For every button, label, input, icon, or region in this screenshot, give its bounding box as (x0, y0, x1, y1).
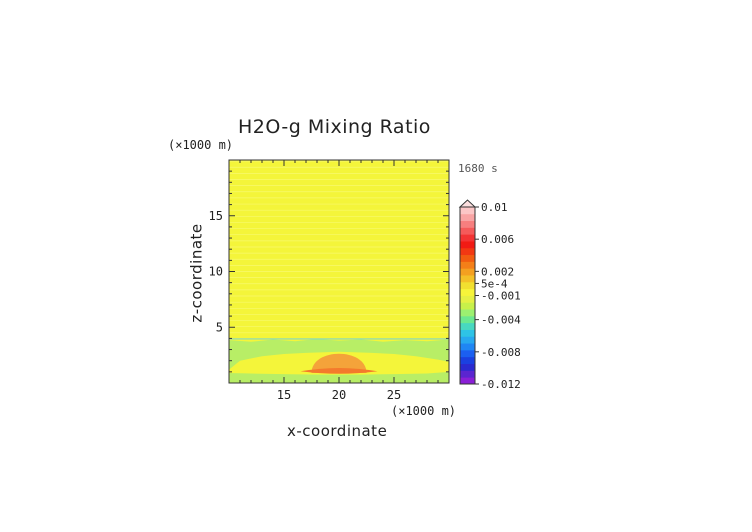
x-tick-label: 15 (277, 388, 291, 402)
colorbar-segment (460, 227, 475, 235)
x-unit-label: (×1000 m) (391, 404, 457, 418)
colorbar-segment (460, 363, 475, 371)
colorbar-segment (460, 315, 475, 324)
colorbar-segment (460, 309, 475, 317)
time-label: 1680 s (458, 162, 498, 175)
colorbar-tick-label: 5e-4 (481, 277, 508, 290)
colorbar-segment (460, 275, 475, 283)
colorbar-tick-label: 0.002 (481, 265, 514, 278)
colorbar-segment (460, 254, 475, 262)
colorbar-segment (460, 377, 475, 385)
colorbar-segment (460, 241, 475, 249)
colorbar-segment (460, 302, 475, 310)
chart-title: H2O-g Mixing Ratio (238, 116, 431, 138)
colorbar-segment (460, 207, 475, 215)
colorbar-tick-label: -0.008 (481, 346, 521, 359)
region-dome (311, 353, 367, 373)
colorbar-segment (460, 322, 475, 330)
colorbar-segment (460, 343, 475, 351)
y-axis-label: z-coordinate (187, 223, 206, 323)
colorbar-segment (460, 336, 475, 344)
contour-field (229, 160, 449, 383)
colorbar-tick-label: 0.01 (481, 201, 508, 214)
colorbar-tick-label: 0.006 (481, 233, 514, 246)
y-tick-label: 5 (216, 320, 223, 334)
colorbar-segment (460, 356, 475, 364)
x-axis-label: x-coordinate (287, 422, 388, 440)
y-tick-label: 10 (209, 265, 223, 279)
y-tick-label: 15 (209, 209, 223, 223)
colorbar-tick-label: -0.012 (481, 378, 521, 391)
x-tick-label: 20 (332, 388, 346, 402)
y-unit-label: (×1000 m) (168, 138, 234, 152)
colorbar-segment (460, 329, 475, 337)
axis-ticks: 15 20 25 5 10 15 (209, 160, 449, 402)
colorbar-segment (460, 370, 475, 378)
colorbar-segment (460, 234, 475, 242)
colorbar-segment (460, 247, 475, 256)
colorbar-segment (460, 288, 475, 296)
colorbar-segment (460, 281, 475, 290)
x-tick-label: 25 (387, 388, 401, 402)
colorbar-extend-arrow (458, 199, 477, 208)
colorbar-tick-label: -0.004 (481, 314, 521, 327)
colorbar-segment (460, 261, 475, 269)
colorbar-tick-label: -0.001 (481, 290, 521, 303)
colorbar-segment (460, 213, 475, 222)
colorbar-segment (460, 349, 475, 358)
region-core (300, 367, 378, 374)
colorbar-segment (460, 268, 475, 276)
colorbar-segment (460, 220, 475, 228)
colorbar-segment (460, 295, 475, 303)
